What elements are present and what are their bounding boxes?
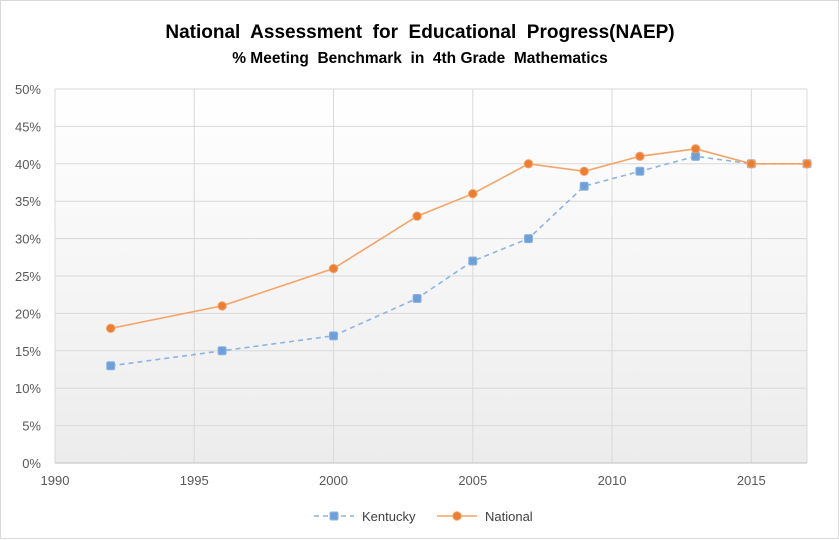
data-point bbox=[106, 323, 116, 334]
y-tick-label: 5% bbox=[22, 419, 41, 434]
x-tick-label: 2000 bbox=[319, 473, 348, 488]
data-point bbox=[746, 159, 756, 169]
data-point bbox=[523, 234, 533, 244]
grid bbox=[54, 88, 808, 464]
y-tick-label: 50% bbox=[15, 82, 41, 97]
legend-label: National bbox=[485, 509, 533, 524]
legend-marker bbox=[452, 511, 462, 521]
x-tick-label: 2015 bbox=[737, 473, 766, 488]
y-tick-label: 25% bbox=[15, 269, 41, 284]
data-point bbox=[635, 151, 645, 162]
axes: 0% 5% 10% 15% 20% 25% 30% 35% 40% 45% 50% 1990 1995 2… bbox=[15, 82, 807, 488]
legend-marker bbox=[329, 511, 339, 521]
data-point bbox=[217, 301, 227, 311]
data-point bbox=[635, 166, 645, 176]
x-tick-label: 2010 bbox=[598, 473, 627, 488]
series-national bbox=[106, 144, 812, 334]
y-tick-label: 30% bbox=[15, 232, 41, 247]
legend-item-national: National bbox=[437, 509, 533, 524]
y-tick-label: 10% bbox=[15, 381, 41, 396]
data-point bbox=[579, 166, 589, 176]
data-point bbox=[106, 361, 116, 371]
y-tick-label: 35% bbox=[15, 194, 41, 209]
legend-item-kentucky: Kentucky bbox=[314, 509, 416, 524]
y-tick-label: 0% bbox=[22, 456, 41, 471]
y-tick-label: 20% bbox=[15, 306, 41, 321]
y-tick-label: 15% bbox=[15, 344, 41, 359]
data-point bbox=[468, 256, 478, 266]
legend: Kentucky National bbox=[314, 509, 533, 524]
x-tick-label: 1995 bbox=[180, 473, 209, 488]
data-point bbox=[523, 159, 534, 169]
y-tick-label: 40% bbox=[15, 157, 41, 172]
data-point bbox=[802, 159, 812, 169]
data-point bbox=[412, 293, 422, 303]
y-tick-label: 45% bbox=[15, 119, 41, 134]
data-point bbox=[690, 144, 701, 154]
data-point bbox=[579, 181, 589, 191]
data-point bbox=[328, 263, 339, 274]
chart-subtitle: % Meeting Benchmark in 4th Grade Mathema… bbox=[232, 50, 608, 67]
data-point bbox=[468, 189, 478, 199]
data-point bbox=[329, 331, 339, 341]
x-tick-label: 2005 bbox=[458, 473, 487, 488]
x-tick-label: 1990 bbox=[41, 473, 70, 488]
series bbox=[106, 144, 812, 371]
chart-title: National Assessment for Educational Prog… bbox=[165, 22, 674, 43]
legend-label: Kentucky bbox=[362, 509, 416, 524]
data-point bbox=[217, 346, 227, 356]
data-point bbox=[412, 211, 422, 221]
